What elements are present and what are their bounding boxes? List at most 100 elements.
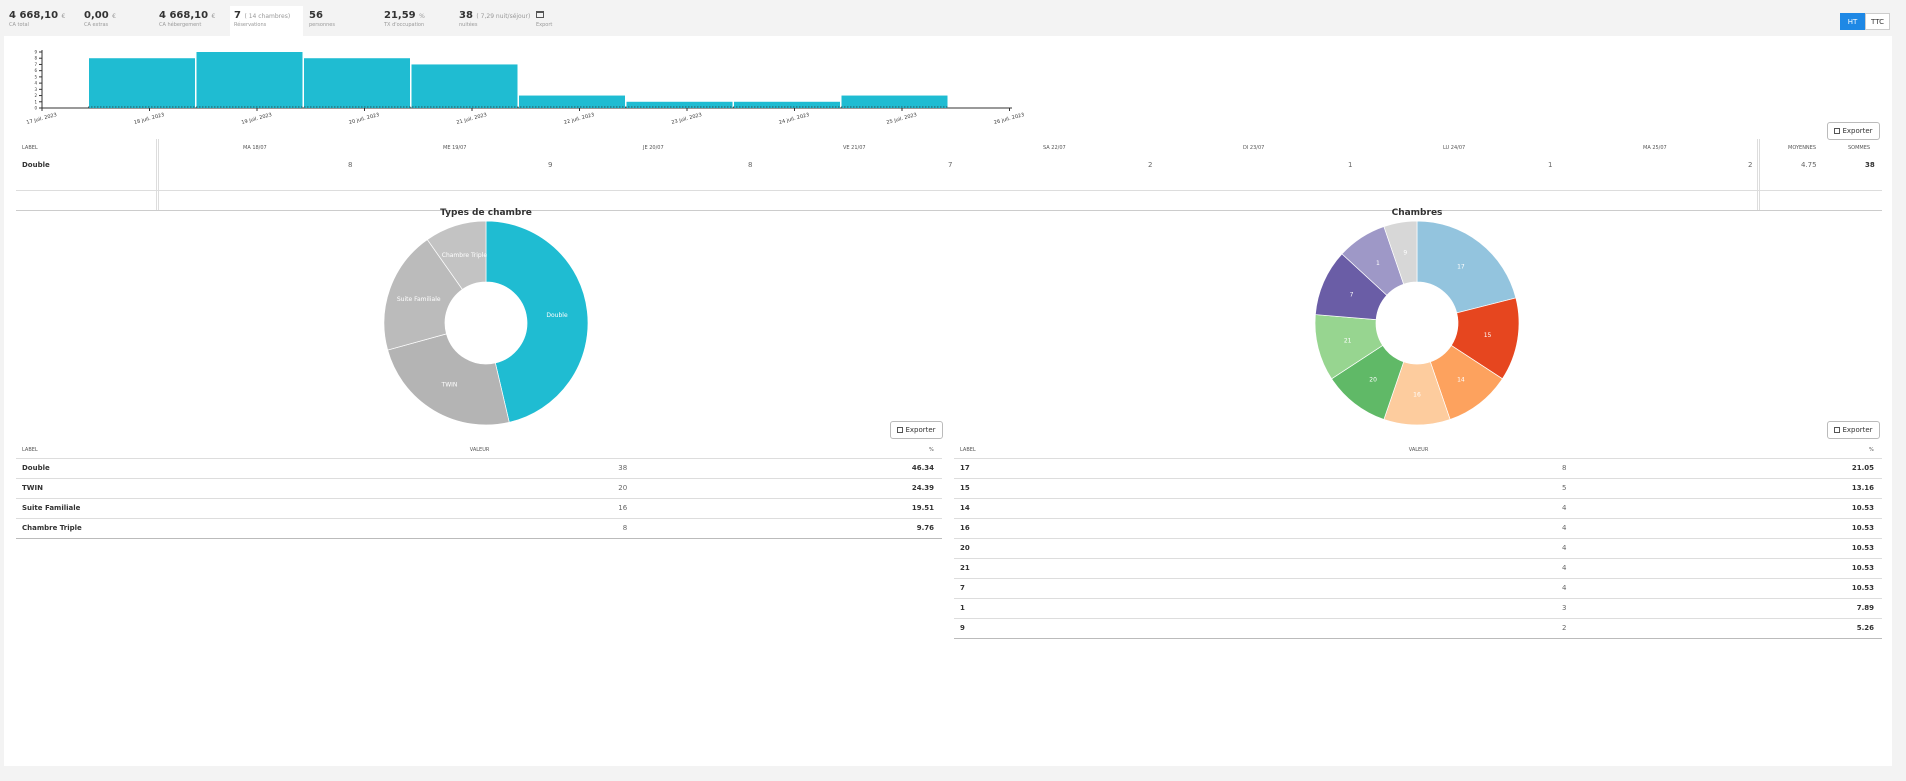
table-cell-sum: 38 [1865, 161, 1875, 169]
export-button-rooms[interactable]: Exporter [1827, 421, 1880, 439]
pie-slice-label: 16 [1413, 392, 1421, 399]
chart-title-room-types: Types de chambre [440, 208, 532, 218]
ttc-toggle[interactable]: TTC [1865, 13, 1890, 30]
table-row-label: Double [22, 464, 50, 472]
y-tick-label: 6 [34, 68, 37, 73]
export-icon [1834, 427, 1841, 433]
table-cell-value: 38 [618, 464, 628, 472]
bar [519, 95, 625, 108]
y-tick-label: 2 [34, 93, 37, 98]
table-cell: 1 [1348, 161, 1353, 169]
pie-slice [387, 333, 510, 426]
x-tick-label: 18 juil. 2023 [133, 112, 165, 126]
rooms-donut-chart: 17 15 14 16 20 21 7 1 9 [1314, 220, 1520, 426]
pie-slice-label: 17 [1457, 264, 1465, 271]
x-tick-label: 23 juil. 2023 [671, 112, 703, 126]
pie-slice-label: 21 [1344, 338, 1352, 345]
y-tick-label: 4 [34, 81, 37, 86]
pie-slice-label: 14 [1457, 376, 1465, 383]
table-cell: 7 [948, 161, 953, 169]
y-tick-label: 0 [34, 106, 37, 111]
table-cell-pct: 24.39 [911, 484, 934, 492]
table-cell-value: 2 [1562, 624, 1567, 632]
bar [841, 95, 948, 108]
pie-slice [1416, 220, 1517, 314]
col-header-day: VE 21/07 [843, 145, 866, 151]
table-row-label: 15 [960, 484, 970, 492]
col-header-sums: SOMMES [1848, 145, 1871, 151]
x-tick-label: 22 juil. 2023 [563, 112, 595, 126]
table-cell-pct: 10.53 [1851, 584, 1874, 592]
table-row-label: 14 [960, 504, 970, 512]
export-icon [897, 427, 904, 433]
bar [304, 58, 410, 108]
table-row-label: Suite Familiale [22, 504, 81, 512]
table-cell-pct: 10.53 [1851, 544, 1874, 552]
table-cell-value: 4 [1562, 544, 1567, 552]
table-row-label: Chambre Triple [22, 524, 82, 532]
table-cell-pct: 13.16 [1851, 484, 1874, 492]
export-button-daily[interactable]: Exporter [1827, 122, 1880, 140]
stat-ca-extras[interactable]: 0,00 € CA extras [84, 10, 116, 28]
stat-export[interactable]: Export [532, 10, 556, 36]
stat-ca-hebergement[interactable]: 4 668,10 € CA hébergement [159, 10, 216, 28]
stat-occupation[interactable]: 21,59 % TX d'occupation [384, 10, 425, 28]
col-header-label: LABEL [22, 145, 38, 151]
stats-bar: 4 668,10 € CA total 0,00 € CA extras 4 668… [0, 0, 1906, 36]
x-tick-label: 24 juil. 2023 [778, 112, 810, 126]
table-cell-value: 4 [1562, 564, 1567, 572]
col-header-day: MA 18/07 [243, 145, 267, 151]
calendar-icon [536, 11, 544, 18]
col-header-day: ME 19/07 [443, 145, 467, 151]
pie-slice-label: TWIN [441, 381, 458, 388]
pie-slice-label: 20 [1369, 376, 1377, 383]
stat-ca-total[interactable]: 4 668,10 € CA total [9, 10, 66, 28]
y-tick-label: 7 [34, 62, 37, 67]
pie-slice-label: Chambre Triple [442, 252, 488, 259]
pie-slice-label: 9 [1403, 249, 1407, 256]
col-header-value: VALEUR [469, 447, 490, 453]
pie-slice [426, 220, 487, 290]
x-tick-label: 19 juil. 2023 [241, 112, 273, 126]
table-cell-pct: 19.51 [911, 504, 934, 512]
col-header-value: VALEUR [1408, 447, 1429, 453]
table-cell: 2 [1748, 161, 1753, 169]
table-cell-value: 3 [1562, 604, 1567, 612]
table-cell-pct: 9.76 [916, 524, 934, 532]
col-header-day: SA 22/07 [1043, 145, 1066, 151]
export-icon [1834, 128, 1841, 134]
table-cell-pct: 10.53 [1851, 524, 1874, 532]
bar [411, 64, 518, 108]
table-cell: 8 [748, 161, 753, 169]
col-header-pct: % [929, 447, 934, 453]
table-cell-value: 8 [622, 524, 628, 532]
table-row-label: 17 [960, 464, 970, 472]
export-label: Exporter [905, 426, 936, 434]
stat-personnes[interactable]: 56 personnes [309, 10, 335, 28]
bar [196, 52, 303, 108]
y-tick-label: 3 [34, 87, 37, 92]
stat-reservations[interactable]: 7 ( 14 chambres) Réservations [230, 6, 303, 36]
x-tick-label: 25 juil. 2023 [886, 112, 918, 126]
y-tick-label: 9 [34, 50, 37, 55]
table-cell: 2 [1148, 161, 1153, 169]
export-button-room-types[interactable]: Exporter [890, 421, 943, 439]
stat-nuitees[interactable]: 38 ( 7,29 nuit/séjour) nuitées [459, 10, 531, 28]
table-row-label: 21 [960, 564, 970, 572]
table-cell: 1 [1548, 161, 1553, 169]
table-row-label: 9 [960, 624, 965, 632]
table-row-label: 16 [960, 524, 970, 532]
table-cell-value: 4 [1562, 524, 1567, 532]
table-cell-value: 5 [1562, 484, 1567, 492]
table-cell-value: 4 [1562, 584, 1567, 592]
pie-slice-label: Double [546, 312, 568, 319]
pie-slice-label: 7 [1350, 291, 1354, 298]
table-cell-value: 8 [1562, 464, 1567, 472]
export-label: Exporter [1842, 127, 1873, 135]
export-label: Exporter [1842, 426, 1873, 434]
table-cell-pct: 5.26 [1856, 624, 1874, 632]
ht-toggle[interactable]: HT [1840, 13, 1865, 30]
table-cell-average: 4.75 [1801, 161, 1817, 169]
table-cell: 8 [348, 161, 353, 169]
